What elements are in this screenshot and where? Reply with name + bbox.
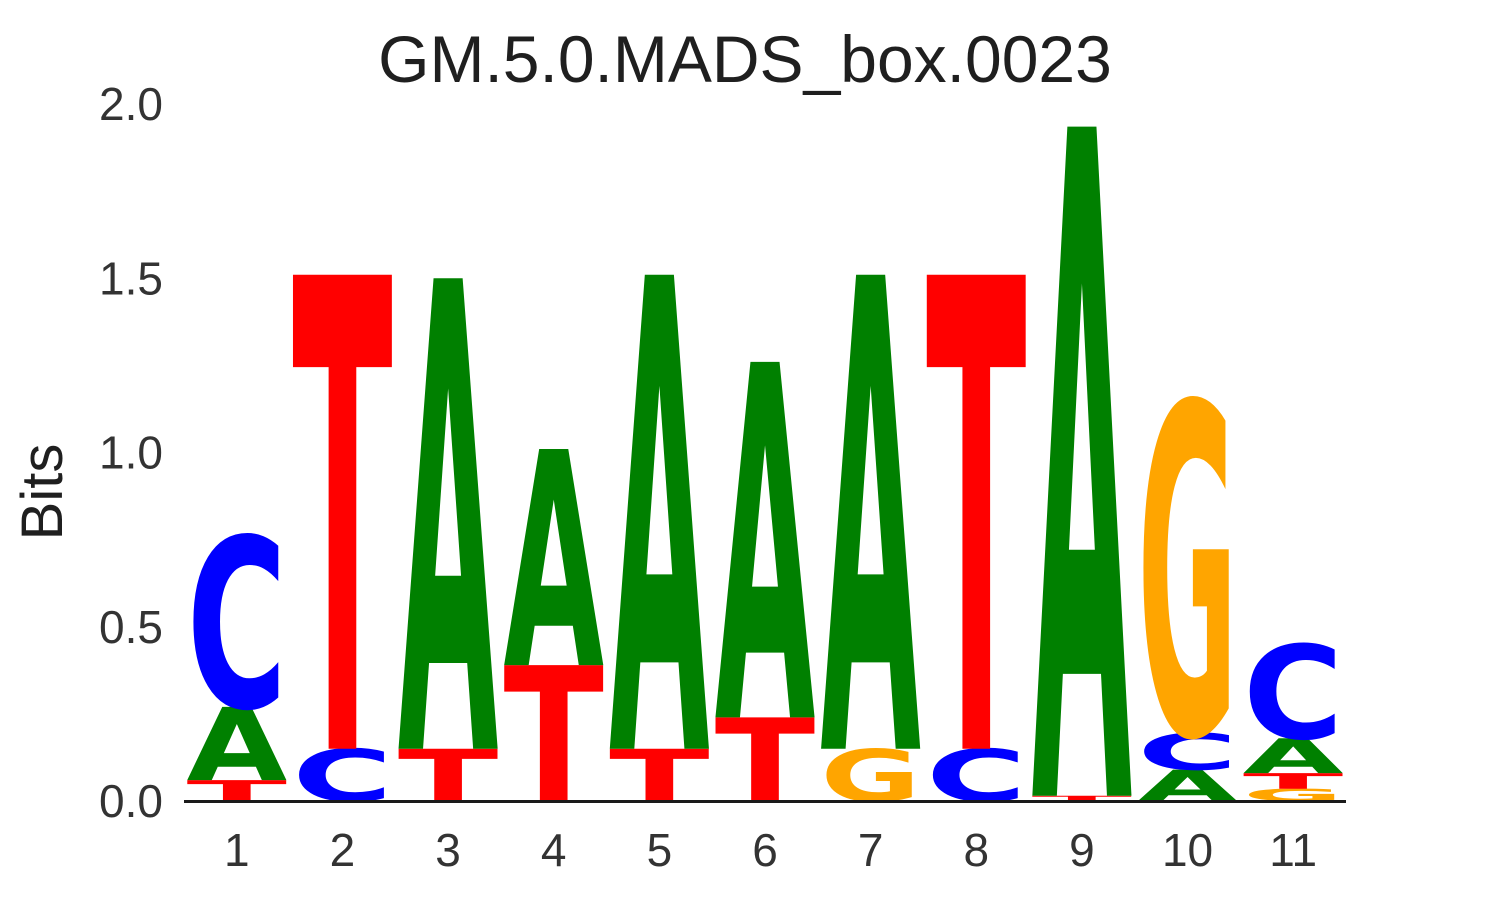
- logo-letter-T-pos11: T: [1243, 770, 1346, 795]
- logo-letter-T-pos5: T: [609, 734, 710, 818]
- x-tick-label: 11: [1269, 824, 1317, 876]
- y-axis-label: Bits: [10, 444, 75, 541]
- logo-letter-A-pos10: A: [1137, 762, 1240, 812]
- logo-letter-G-pos7: G: [820, 734, 920, 818]
- logo-letter-T-pos2: T: [292, 147, 393, 900]
- logo-letter-T-pos4: T: [504, 628, 604, 845]
- x-tick-label: 4: [541, 824, 567, 876]
- y-axis-tick-labels: 0.0 0.5 1.0 1.5 2.0: [99, 78, 163, 827]
- logo-letter-T-pos6: T: [715, 696, 815, 829]
- logo-letter-A-pos5: A: [609, 147, 710, 900]
- x-tick-label: 8: [963, 824, 989, 876]
- chart-title: GM.5.0.MADS_box.0023: [378, 22, 1112, 96]
- x-tick-label: 6: [752, 824, 778, 876]
- logo-letter-A-pos1: A: [187, 687, 288, 804]
- logo-letter-A-pos6: A: [715, 264, 816, 832]
- y-tick-label: 1.0: [99, 427, 163, 479]
- logo-letter-C-pos8: C: [926, 734, 1026, 818]
- logo-letter-C-pos2: C: [292, 734, 392, 818]
- logo-letter-T-pos9: T: [1032, 794, 1135, 803]
- logo-letter-A-pos9: A: [1032, 0, 1133, 900]
- logo-letter-T-pos3: T: [398, 734, 499, 818]
- x-tick-label: 1: [224, 824, 250, 876]
- x-tick-label: 5: [647, 824, 673, 876]
- logo-letter-C-pos10: C: [1137, 723, 1237, 782]
- y-tick-label: 1.5: [99, 252, 163, 304]
- logo-letter-G-pos10: G: [1137, 312, 1237, 841]
- x-tick-label: 7: [858, 824, 884, 876]
- logo-letter-T-pos8: T: [926, 147, 1027, 900]
- x-tick-label: 3: [435, 824, 461, 876]
- y-tick-label: 0.5: [99, 601, 163, 653]
- x-tick-label: 2: [330, 824, 356, 876]
- logo-letter-C-pos1: C: [187, 491, 287, 763]
- logo-letter-A-pos11: A: [1243, 730, 1343, 785]
- x-tick-label: 9: [1069, 824, 1095, 876]
- logo-letter-C-pos11: C: [1243, 619, 1343, 769]
- x-axis-tick-labels: 1 2 3 4 5 6 7 8 9 10 11: [224, 824, 1317, 876]
- logo-letter-A-pos7: A: [820, 147, 921, 900]
- x-tick-label: 10: [1162, 824, 1213, 876]
- y-tick-label: 0.0: [99, 775, 163, 827]
- y-tick-label: 2.0: [99, 78, 163, 130]
- logo-letter-A-pos3: A: [398, 151, 499, 900]
- logo-letter-A-pos4: A: [504, 390, 605, 735]
